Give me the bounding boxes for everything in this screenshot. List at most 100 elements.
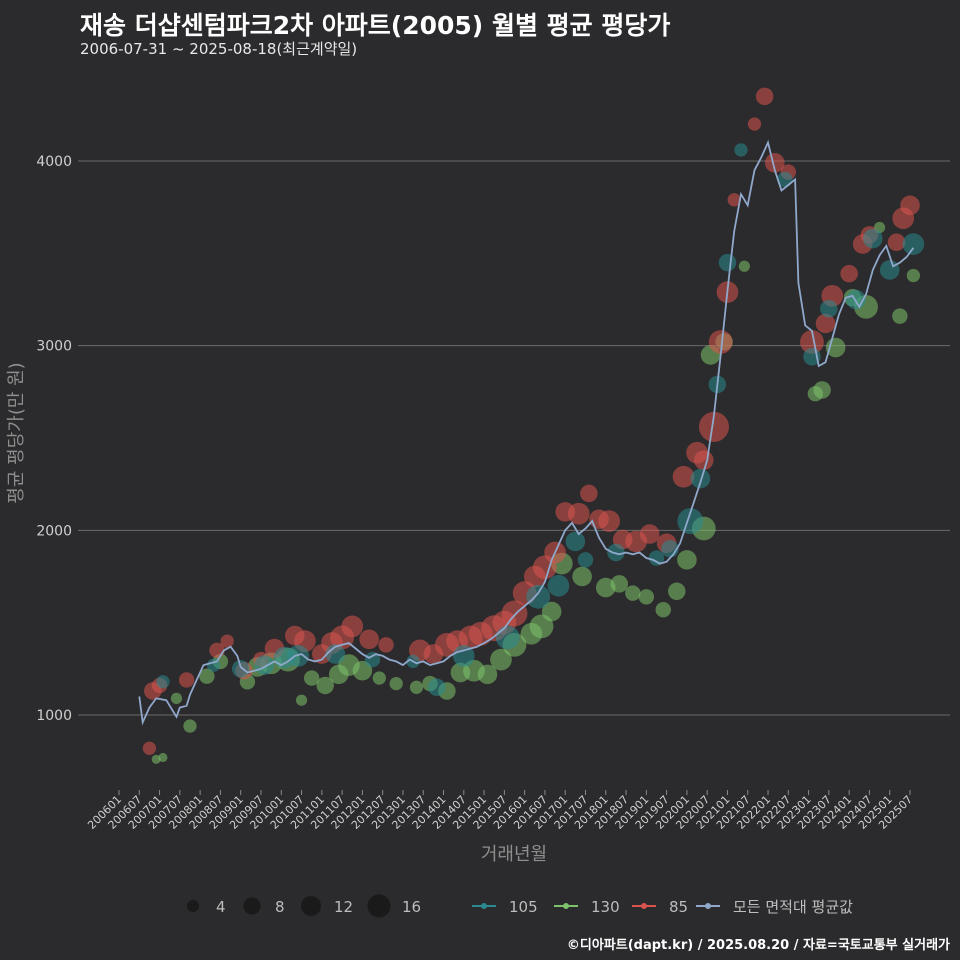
legend: 4 8 12 16 105 130 85 모든 면적대 평균값 (187, 894, 853, 918)
y-axis-title: 평균 평당가(만 원) (6, 362, 27, 503)
legend-label-85: 85 (669, 898, 688, 916)
size-legend-label: 16 (402, 898, 421, 916)
size-legend-circle (301, 896, 321, 916)
data-point-105 (902, 233, 925, 255)
data-point-130 (389, 676, 403, 691)
data-point-85 (900, 195, 920, 216)
data-point-130 (906, 268, 921, 283)
data-point-105 (820, 299, 838, 318)
legend-swatch-dot (705, 903, 711, 909)
data-point-105 (526, 584, 551, 609)
data-point-105 (156, 675, 170, 689)
data-point-105 (734, 143, 748, 157)
data-point-85 (341, 615, 364, 638)
data-point-105 (777, 171, 793, 188)
data-point-105 (325, 644, 346, 664)
data-point-85 (755, 87, 774, 106)
data-point-130 (668, 582, 686, 601)
data-point-85 (598, 510, 620, 532)
data-point-130 (610, 575, 629, 593)
data-point-85 (708, 330, 733, 354)
legend-label-105: 105 (509, 898, 538, 916)
y-tick-label: 4000 (36, 154, 72, 170)
data-point-130 (892, 308, 908, 324)
data-point-85 (567, 502, 590, 525)
data-point-130 (490, 648, 512, 671)
series-85-points (142, 87, 920, 755)
data-point-105 (452, 645, 475, 667)
legend-label-130: 130 (591, 898, 620, 916)
data-point-130 (158, 752, 168, 763)
data-point-105 (428, 678, 446, 697)
size-legend-label: 8 (275, 898, 285, 916)
size-legend-circle (367, 894, 391, 918)
data-point-130 (295, 694, 308, 706)
legend-swatch-dot (563, 903, 569, 909)
data-point-85 (727, 193, 741, 207)
data-marks (138, 87, 925, 764)
data-point-130 (625, 585, 641, 601)
data-point-130 (409, 680, 424, 694)
data-point-130 (477, 664, 498, 685)
data-point-105 (863, 228, 883, 249)
data-point-130 (813, 381, 831, 399)
chart-title: 재송 더샵센텀파크2차 아파트(2005) 월별 평균 평당가 (80, 11, 671, 40)
data-point-130 (183, 719, 197, 733)
size-legend-label: 4 (216, 898, 226, 916)
data-point-105 (565, 531, 586, 552)
legend-swatch-dot (481, 903, 487, 909)
data-point-85 (178, 672, 195, 688)
data-point-105 (577, 552, 594, 568)
average-line (138, 139, 915, 726)
data-point-130 (199, 668, 215, 684)
data-point-105 (254, 655, 275, 675)
data-point-130 (352, 660, 373, 681)
series-130-points (151, 221, 921, 764)
data-point-105 (677, 508, 704, 535)
data-point-130 (372, 671, 386, 685)
y-tick-label: 3000 (36, 339, 72, 355)
series-105-points (156, 143, 925, 697)
data-point-130 (572, 566, 592, 587)
data-point-130 (677, 550, 697, 570)
data-point-130 (303, 670, 320, 686)
data-point-85 (698, 411, 729, 442)
data-point-130 (738, 260, 750, 272)
data-point-85 (378, 637, 394, 653)
data-point-105 (364, 651, 381, 668)
data-point-85 (887, 233, 906, 252)
data-point-130 (170, 692, 183, 704)
data-point-130 (316, 676, 334, 695)
y-tick-label: 2000 (36, 523, 72, 539)
data-point-85 (840, 264, 858, 283)
data-point-85 (220, 634, 234, 648)
data-point-105 (231, 660, 250, 678)
chart-subtitle: 2006-07-31 ~ 2025-08-18(최근계약일) (80, 40, 358, 58)
data-point-105 (547, 574, 570, 597)
data-point-85 (501, 600, 528, 627)
data-point-130 (655, 602, 671, 618)
legend-swatch-dot (641, 903, 647, 909)
data-point-105 (718, 253, 737, 272)
data-point-85 (672, 465, 695, 488)
size-legend-circle (243, 897, 261, 915)
data-point-105 (495, 625, 520, 650)
data-point-130 (638, 589, 655, 605)
data-point-85 (800, 330, 824, 354)
data-point-85 (764, 153, 785, 173)
grid-lines (78, 160, 950, 716)
data-point-85 (142, 741, 157, 755)
source-caption: ©디아파트(dapt.kr) / 2025.08.20 / 자료=국토교통부 실… (566, 938, 950, 953)
axes: 1000200030004000200601200607200701200707… (36, 154, 915, 832)
data-point-85 (815, 313, 836, 334)
data-point-105 (648, 550, 665, 566)
data-point-85 (639, 524, 660, 544)
data-point-105 (879, 260, 900, 280)
data-point-85 (747, 117, 762, 131)
x-axis-title: 거래년월 (481, 844, 547, 865)
data-point-105 (690, 468, 711, 489)
data-point-85 (693, 450, 714, 470)
size-legend-label: 12 (334, 898, 353, 916)
data-point-85 (580, 484, 598, 503)
